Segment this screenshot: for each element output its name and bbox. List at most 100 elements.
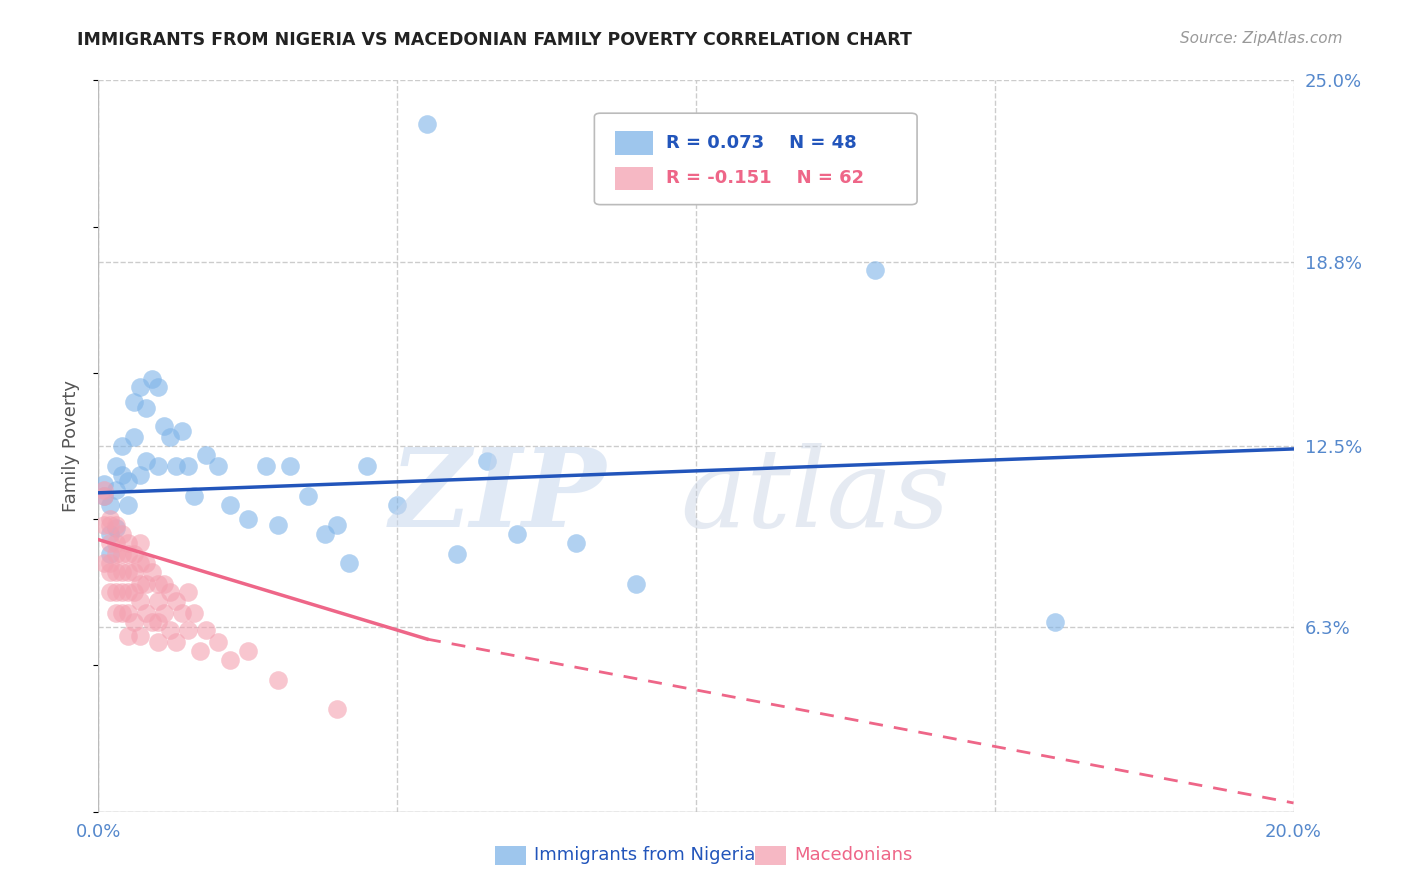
Point bbox=[98, 556, 122, 570]
Point bbox=[129, 556, 152, 570]
Point bbox=[105, 535, 128, 549]
Point bbox=[111, 547, 134, 561]
Point bbox=[111, 585, 134, 599]
Bar bbox=[614, 131, 652, 155]
Point bbox=[506, 526, 529, 541]
Point bbox=[135, 401, 157, 415]
Point bbox=[105, 585, 128, 599]
Point bbox=[165, 459, 187, 474]
Point bbox=[135, 576, 157, 591]
Point bbox=[475, 453, 498, 467]
Point bbox=[177, 624, 200, 638]
Point bbox=[565, 535, 588, 549]
Point bbox=[105, 565, 128, 579]
Y-axis label: Family Poverty: Family Poverty bbox=[62, 380, 80, 512]
Text: Source: ZipAtlas.com: Source: ZipAtlas.com bbox=[1180, 31, 1343, 46]
Point bbox=[219, 652, 242, 666]
Point bbox=[236, 512, 259, 526]
Text: Macedonians: Macedonians bbox=[794, 846, 912, 863]
Point bbox=[165, 635, 187, 649]
Point bbox=[93, 477, 115, 491]
Text: R = 0.073    N = 48: R = 0.073 N = 48 bbox=[666, 134, 856, 153]
Point bbox=[124, 395, 146, 409]
Point bbox=[153, 576, 176, 591]
Point bbox=[148, 576, 170, 591]
Point bbox=[93, 518, 115, 533]
Point bbox=[124, 547, 146, 561]
Point bbox=[267, 518, 290, 533]
Point bbox=[98, 535, 122, 549]
Point bbox=[159, 624, 181, 638]
Point bbox=[117, 629, 139, 643]
Point bbox=[117, 498, 139, 512]
Point bbox=[153, 418, 176, 433]
Point bbox=[98, 518, 122, 533]
Text: ZIP: ZIP bbox=[389, 443, 606, 551]
Point bbox=[135, 556, 157, 570]
Point bbox=[315, 526, 337, 541]
Point bbox=[148, 459, 170, 474]
Point bbox=[105, 547, 128, 561]
Point bbox=[93, 556, 115, 570]
Point bbox=[172, 425, 194, 439]
Point bbox=[188, 644, 211, 658]
Point bbox=[117, 474, 139, 488]
Text: R = -0.151    N = 62: R = -0.151 N = 62 bbox=[666, 169, 865, 187]
Point bbox=[117, 535, 139, 549]
Point bbox=[446, 547, 468, 561]
Point bbox=[124, 615, 146, 629]
Text: IMMIGRANTS FROM NIGERIA VS MACEDONIAN FAMILY POVERTY CORRELATION CHART: IMMIGRANTS FROM NIGERIA VS MACEDONIAN FA… bbox=[77, 31, 912, 49]
Point bbox=[177, 459, 200, 474]
Point bbox=[129, 629, 152, 643]
Point bbox=[124, 565, 146, 579]
Point bbox=[98, 565, 122, 579]
Point bbox=[326, 518, 349, 533]
Point bbox=[267, 673, 290, 687]
Point bbox=[297, 489, 319, 503]
Point bbox=[172, 606, 194, 620]
Point bbox=[148, 635, 170, 649]
Point bbox=[153, 606, 176, 620]
Point bbox=[105, 459, 128, 474]
Point bbox=[111, 468, 134, 483]
Point bbox=[124, 430, 146, 444]
Point bbox=[207, 459, 229, 474]
Point bbox=[117, 606, 139, 620]
Point bbox=[141, 615, 163, 629]
Point bbox=[159, 585, 181, 599]
Point bbox=[626, 576, 648, 591]
Point bbox=[98, 512, 122, 526]
Point bbox=[207, 635, 229, 649]
Point bbox=[148, 594, 170, 608]
Point bbox=[105, 521, 128, 535]
Point bbox=[105, 483, 128, 497]
Point bbox=[98, 526, 122, 541]
Point bbox=[1043, 615, 1066, 629]
Point bbox=[326, 702, 349, 716]
Point bbox=[111, 526, 134, 541]
Point bbox=[165, 594, 187, 608]
Point bbox=[385, 498, 409, 512]
Point bbox=[117, 565, 139, 579]
Point bbox=[339, 556, 361, 570]
Point bbox=[129, 594, 152, 608]
Bar bbox=[614, 167, 652, 190]
FancyBboxPatch shape bbox=[595, 113, 917, 204]
Point bbox=[254, 459, 277, 474]
Point bbox=[129, 380, 152, 394]
Point bbox=[356, 459, 378, 474]
Point bbox=[236, 644, 259, 658]
Point bbox=[148, 380, 170, 394]
Point bbox=[98, 547, 122, 561]
Point bbox=[278, 459, 301, 474]
Point bbox=[141, 565, 163, 579]
Point bbox=[111, 565, 134, 579]
Point bbox=[865, 263, 887, 277]
Point bbox=[129, 576, 152, 591]
Point bbox=[93, 489, 115, 503]
Point bbox=[105, 518, 128, 533]
Point bbox=[124, 585, 146, 599]
Point bbox=[177, 585, 200, 599]
Point bbox=[93, 483, 115, 497]
Point bbox=[195, 448, 218, 462]
